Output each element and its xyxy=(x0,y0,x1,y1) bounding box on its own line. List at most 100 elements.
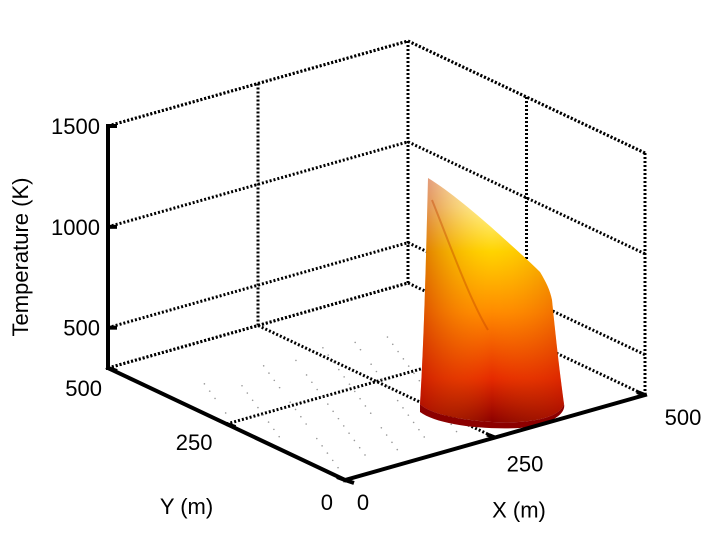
y-tick-mark xyxy=(344,478,355,485)
floor-point xyxy=(273,428,275,431)
floor-point xyxy=(289,401,292,403)
floor-point xyxy=(353,390,356,393)
floor-point xyxy=(268,372,270,374)
floor-point xyxy=(331,459,334,462)
floor-point xyxy=(262,365,265,367)
y-tick-label: 500 xyxy=(65,376,102,401)
floor-point xyxy=(397,350,399,353)
floor-point xyxy=(407,414,410,416)
x-tick-mark xyxy=(486,432,496,440)
floor-point xyxy=(246,392,249,394)
floor-point xyxy=(396,399,399,402)
floor-point xyxy=(407,365,410,367)
floor-point xyxy=(402,407,404,409)
floor-point xyxy=(300,415,302,418)
floor-point xyxy=(380,426,383,429)
floor-point xyxy=(332,410,334,413)
floor-point xyxy=(412,421,415,424)
x-tick-label: 500 xyxy=(665,405,702,430)
floor-point xyxy=(337,466,339,469)
floor-point xyxy=(418,428,420,431)
floor-point xyxy=(295,359,297,362)
floor-point xyxy=(208,390,211,392)
floor-point xyxy=(305,423,307,425)
floor-point xyxy=(203,383,206,385)
floor-point xyxy=(385,434,388,436)
floor-point xyxy=(354,341,356,344)
floor-point xyxy=(305,374,308,376)
floor-point xyxy=(322,346,324,349)
floor-point xyxy=(267,421,270,423)
floor-point xyxy=(370,363,372,366)
y-tick-label: 250 xyxy=(176,430,213,455)
y-tick-mark xyxy=(225,422,237,429)
floor-point xyxy=(327,403,329,405)
x-axis-title: X (m) xyxy=(492,498,546,523)
axes xyxy=(105,124,648,485)
floor-point xyxy=(294,408,297,411)
z-axis-title: Temperature (K) xyxy=(8,178,33,337)
floor-point xyxy=(343,376,345,378)
floor-point xyxy=(391,441,393,444)
z-tick-label: 1000 xyxy=(51,215,100,240)
surface-ridge xyxy=(431,199,489,331)
floor-point xyxy=(251,399,254,402)
floor-point xyxy=(326,452,329,454)
floor-point xyxy=(364,405,367,407)
x-tick-mark xyxy=(636,390,646,397)
x-tick-label: 250 xyxy=(507,452,544,477)
floor-point xyxy=(338,368,340,371)
floor-point xyxy=(273,379,276,382)
floor-point xyxy=(450,423,453,426)
floor-point xyxy=(262,414,265,416)
floor-point xyxy=(214,397,216,400)
floor-point xyxy=(348,432,350,434)
floor-point xyxy=(386,385,388,387)
grid-line xyxy=(407,39,646,155)
floor-point xyxy=(358,446,361,449)
surface-base xyxy=(420,404,565,429)
axis-labels: 500 1000 1500 0 250 500 0 250 500 Temperature (K)… xyxy=(8,114,701,523)
z-tick-label: 500 xyxy=(63,316,100,341)
grid-line xyxy=(407,39,646,155)
floor-point xyxy=(359,397,361,400)
floor-point xyxy=(278,386,281,389)
floor-point xyxy=(386,336,389,338)
floor-point xyxy=(257,406,259,409)
floor-point xyxy=(327,354,330,356)
floor-point xyxy=(380,377,383,380)
floor-point xyxy=(353,439,356,442)
floor-point xyxy=(311,381,313,384)
floor-point xyxy=(316,388,318,391)
surface-shading xyxy=(420,178,564,423)
x-tick-mark xyxy=(336,475,346,482)
y-tick-label: 0 xyxy=(321,490,333,515)
floor-point xyxy=(321,445,323,447)
z-tick-label: 1500 xyxy=(51,114,100,139)
floor-point xyxy=(423,436,426,438)
floor-point xyxy=(375,370,378,373)
floor-point xyxy=(418,379,421,382)
floor-point xyxy=(224,412,227,414)
y-tick-mark xyxy=(107,366,118,373)
floor-point xyxy=(359,348,362,351)
floor-point xyxy=(455,430,458,433)
y-axis-title: Y (m) xyxy=(160,494,213,519)
floor-point xyxy=(241,384,243,387)
temperature-surface xyxy=(420,178,565,429)
floor-point xyxy=(342,425,345,427)
floor-point xyxy=(348,383,351,385)
floor-point xyxy=(337,417,340,420)
floor-point xyxy=(391,343,394,346)
floor-point xyxy=(369,412,372,415)
floor-point xyxy=(321,396,324,398)
x-tick-label: 0 xyxy=(357,490,369,515)
floor-point xyxy=(364,454,366,456)
grid-lines xyxy=(106,39,647,482)
floor-point xyxy=(315,437,318,440)
floor-point xyxy=(396,448,399,451)
floor-point xyxy=(413,372,415,375)
floor-point xyxy=(402,358,405,360)
floor-point xyxy=(278,435,280,438)
